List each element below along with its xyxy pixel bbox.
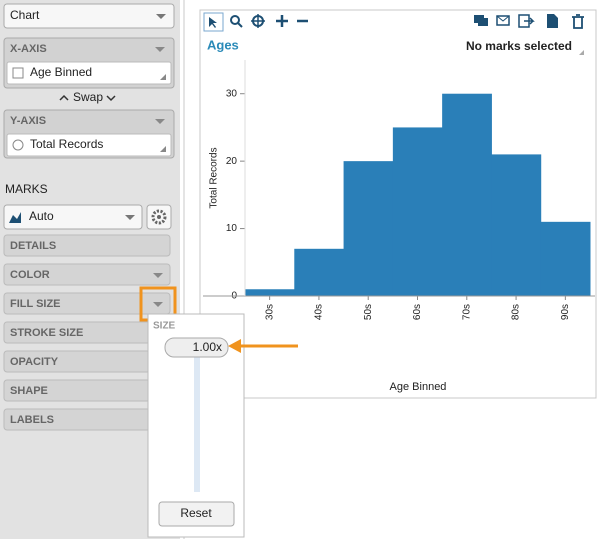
x-tick-label: 40s	[314, 304, 325, 320]
field-icon	[12, 67, 24, 79]
dropdown-arrow[interactable]	[153, 302, 163, 307]
y-tick-label: 30	[226, 88, 238, 99]
x-tick-label: 90s	[560, 304, 571, 320]
dropdown-arrow[interactable]	[155, 119, 165, 124]
delete-icon[interactable]	[572, 14, 584, 29]
copy-icon[interactable]	[547, 14, 558, 28]
slider-track[interactable]	[194, 357, 200, 492]
gear-icon	[151, 209, 167, 225]
bar	[392, 127, 443, 296]
slider-handle[interactable]	[164, 337, 229, 358]
dropdown-arrow[interactable]	[153, 273, 163, 278]
x-tick-label: 80s	[511, 304, 522, 320]
swap-down[interactable]	[106, 95, 116, 102]
zoom-handle	[237, 22, 243, 28]
field-icon	[12, 139, 24, 151]
bar	[540, 221, 591, 296]
mark-icon	[9, 212, 21, 223]
mark-type: Auto	[29, 209, 54, 223]
x-field-label: Age Binned	[30, 65, 92, 79]
x-tick-label: 60s	[412, 304, 423, 320]
property-label: DETAILS	[10, 240, 56, 252]
y-axis-title: Total Records	[209, 147, 220, 208]
y-axis-header: Y-AXIS	[10, 115, 46, 127]
bar	[294, 248, 345, 296]
cursor-icon	[209, 17, 217, 28]
popup-header: SIZE	[153, 321, 176, 332]
x-axis-header: X-AXIS	[10, 43, 47, 55]
property-label: STROKE SIZE	[10, 327, 83, 339]
x-field[interactable]	[6, 61, 172, 85]
resize-handle	[160, 146, 166, 152]
bar	[343, 161, 394, 296]
dropdown-arrow[interactable]	[155, 47, 165, 52]
zoom-tool[interactable]	[230, 15, 240, 25]
property-label: COLOR	[10, 269, 50, 281]
email-icon[interactable]	[496, 15, 510, 26]
x-tick-label: 30s	[264, 304, 275, 320]
property-shelf[interactable]	[3, 263, 171, 286]
export-arrow	[524, 17, 535, 25]
property-label: FILL SIZE	[10, 298, 61, 310]
chart-type-dropdown[interactable]	[3, 3, 175, 29]
y-field-label: Total Records	[30, 137, 103, 151]
bar	[442, 93, 492, 296]
x-tick-label: 50s	[363, 304, 374, 320]
gear-hub	[157, 215, 161, 219]
size-value: 1.00x	[193, 340, 222, 354]
y-field[interactable]	[6, 133, 172, 157]
marks-header: MARKS	[5, 182, 48, 196]
x-axis-title: Age Binned	[390, 381, 447, 393]
property-shelf[interactable]	[3, 234, 171, 257]
x-tick-label: 70s	[461, 304, 472, 320]
property-label: SHAPE	[10, 385, 48, 397]
bar	[491, 154, 542, 296]
reset-button[interactable]	[158, 501, 235, 527]
dropdown-arrow	[125, 215, 135, 220]
email-flap	[496, 15, 510, 22]
comment-icon-back	[478, 18, 488, 26]
property-label: OPACITY	[10, 356, 59, 368]
callout-arrowhead	[228, 339, 241, 353]
swap-up[interactable]	[59, 94, 69, 101]
chart-title: Ages	[207, 37, 239, 52]
bar	[245, 289, 295, 296]
pan-cross	[251, 14, 265, 28]
mark-type-dropdown[interactable]	[3, 204, 143, 230]
dropdown-arrow	[156, 14, 166, 19]
property-shelf[interactable]	[3, 292, 171, 315]
resize-handle	[160, 74, 166, 80]
reset-label: Reset	[180, 506, 212, 520]
swap-label[interactable]: Swap	[73, 90, 103, 104]
selection-status: No marks selected	[466, 39, 572, 53]
chart-type: Chart	[10, 8, 40, 22]
y-tick-label: 10	[226, 223, 238, 234]
property-label: LABELS	[10, 414, 54, 426]
y-tick-label: 20	[226, 156, 238, 167]
zoom-in[interactable]	[276, 15, 288, 27]
resize-handle	[579, 50, 584, 55]
